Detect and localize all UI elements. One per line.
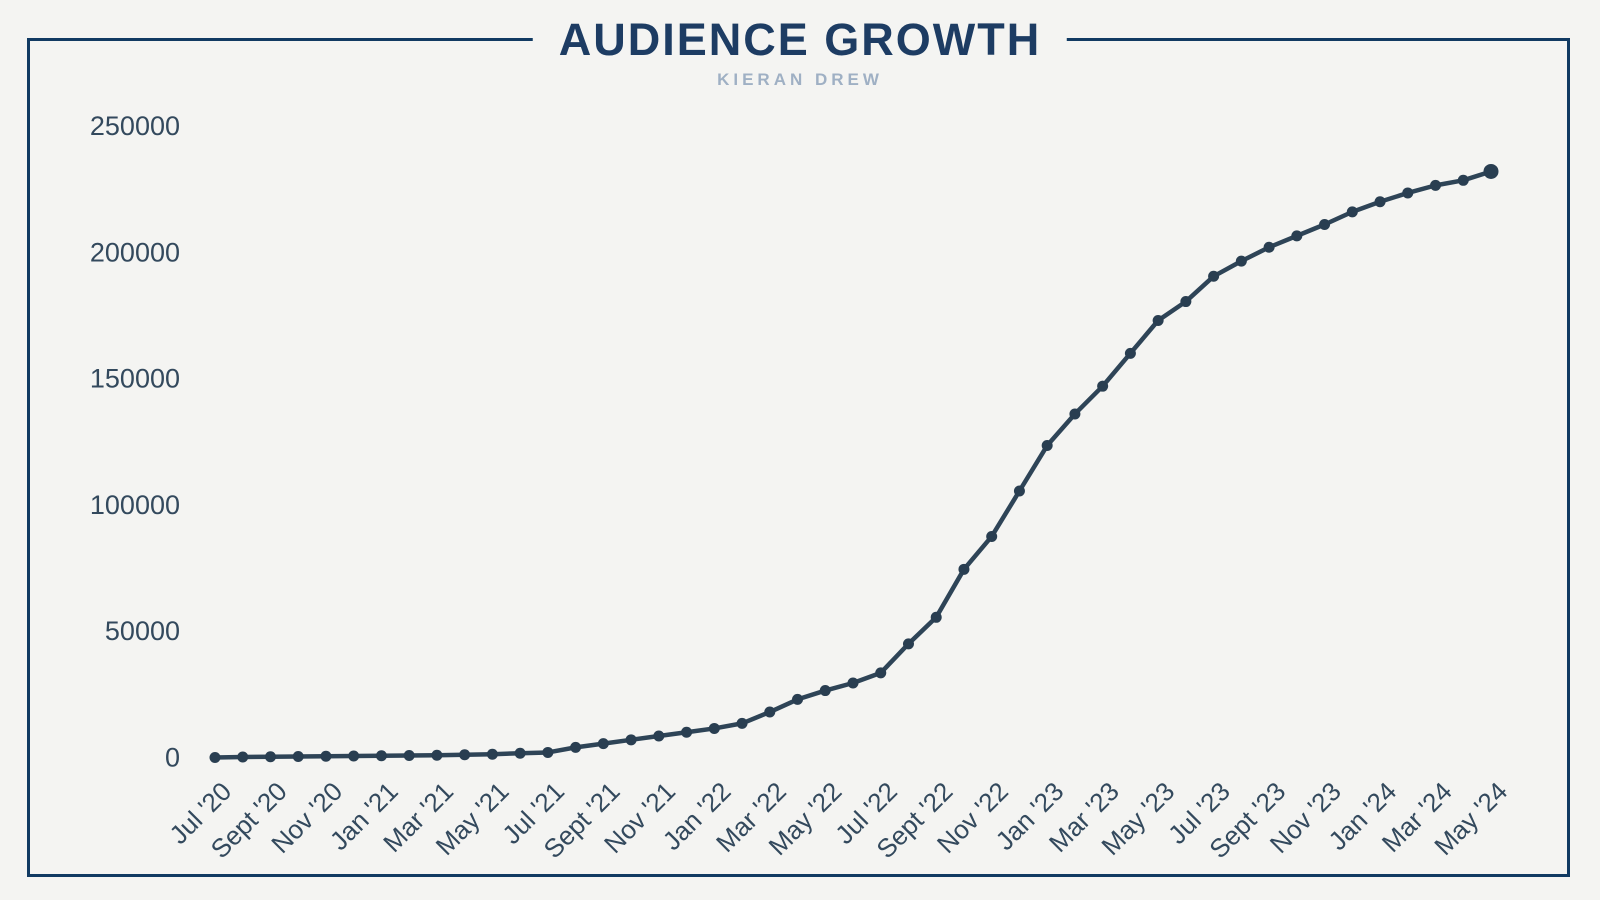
- data-point: [237, 751, 249, 763]
- y-axis-tick-label: 50000: [105, 616, 180, 646]
- data-point: [459, 749, 471, 761]
- data-point: [320, 750, 332, 762]
- data-point: [1069, 408, 1081, 420]
- data-point: [1208, 270, 1220, 282]
- data-point: [986, 530, 998, 542]
- data-point: [209, 752, 221, 763]
- data-point: [431, 749, 443, 761]
- data-point: [348, 750, 360, 762]
- data-point: [1346, 206, 1358, 218]
- data-point: [736, 717, 748, 729]
- data-point: [681, 726, 693, 738]
- data-point: [1402, 187, 1414, 199]
- data-point: [1291, 230, 1303, 242]
- data-point: [292, 750, 304, 762]
- chart-subtitle: KIERAN DREW: [717, 70, 883, 89]
- data-point: [1097, 380, 1109, 392]
- y-axis-tick-label: 150000: [90, 364, 180, 394]
- y-axis-tick-label: 100000: [90, 490, 180, 520]
- data-point: [1319, 219, 1331, 231]
- data-point: [486, 748, 498, 760]
- data-point: [1180, 296, 1192, 308]
- data-point: [902, 638, 914, 650]
- data-point: [1457, 174, 1469, 186]
- data-point: [875, 667, 887, 679]
- data-point: [847, 677, 859, 689]
- page-title: AUDIENCE GROWTH: [558, 14, 1042, 65]
- data-point: [1152, 315, 1164, 327]
- y-axis-tick-label: 250000: [90, 111, 180, 141]
- data-point: [1235, 255, 1247, 267]
- data-point: [1374, 196, 1386, 208]
- data-point: [930, 611, 942, 623]
- data-point: [375, 750, 387, 762]
- data-point: [1013, 485, 1025, 497]
- data-point: [264, 751, 276, 763]
- data-point: [570, 741, 582, 753]
- growth-line: [212, 169, 1494, 760]
- data-point: [653, 730, 665, 742]
- data-point: [1041, 440, 1053, 452]
- data-point-latest: [1483, 163, 1499, 179]
- data-point: [625, 734, 637, 746]
- y-axis-tick-label: 200000: [90, 237, 180, 267]
- data-point: [597, 738, 609, 750]
- data-point: [708, 722, 720, 734]
- data-point: [958, 563, 970, 575]
- data-point: [403, 749, 415, 761]
- data-point: [542, 746, 554, 758]
- data-point: [1263, 241, 1275, 253]
- data-point: [1430, 179, 1442, 191]
- data-point: [764, 706, 776, 718]
- title-block: AUDIENCE GROWTH: [532, 14, 1068, 65]
- data-point: [819, 685, 831, 697]
- data-point: [1124, 347, 1136, 359]
- data-point: [792, 693, 804, 705]
- y-axis-tick-label: 0: [165, 743, 180, 773]
- data-point: [514, 747, 526, 759]
